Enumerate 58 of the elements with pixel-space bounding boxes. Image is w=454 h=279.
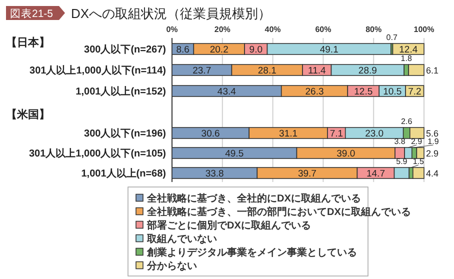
data-label: 39.7	[298, 168, 316, 180]
legend-label: 創業よりデジタル事業をメイン事業としている	[146, 246, 357, 258]
y-tick-label: 301人以上1,000人以下(n=114)	[30, 64, 166, 76]
legend-label: 全社戦略に基づき、全社的にDXに取組んでいる	[146, 192, 361, 204]
bar	[412, 167, 424, 179]
data-label: 11.4	[308, 66, 326, 76]
data-label: 2.9	[426, 148, 439, 158]
data-label: 12.4	[399, 44, 418, 56]
data-label: 1.9	[428, 137, 440, 146]
y-tick-label: 300人以下(n=267)	[84, 44, 166, 56]
y-tick-label: 1,001人以上(n=152)	[76, 86, 166, 98]
data-label: 31.1	[279, 128, 298, 140]
legend-label: 取組んでいない	[146, 232, 217, 245]
data-label: 20.2	[210, 44, 228, 56]
data-label: 7.2	[408, 86, 422, 98]
x-tick-label: 80%	[366, 25, 382, 34]
data-label: 12.5	[354, 86, 373, 98]
data-label: 9.0	[249, 44, 263, 56]
x-tick-label: 100%	[414, 25, 434, 34]
data-label: 3.8	[394, 137, 406, 146]
data-label: 2.9	[410, 137, 423, 146]
data-label: 39.0	[336, 148, 356, 160]
data-label: 5.9	[396, 157, 408, 166]
data-label: 28.9	[358, 66, 377, 76]
y-axis-title: 【日本】	[6, 36, 50, 49]
data-label: 7.1	[330, 128, 344, 140]
y-tick-label: 300人以下(n=196)	[84, 128, 166, 140]
data-label: 6.1	[426, 66, 439, 76]
data-label: 8.6	[176, 44, 190, 56]
y-axis-title: 【米国】	[6, 108, 50, 121]
x-tick-label: 60%	[315, 25, 332, 34]
data-label: 28.1	[258, 66, 276, 76]
data-label: 2.6	[401, 117, 413, 126]
data-label: 49.1	[320, 44, 338, 56]
data-label: 23.0	[365, 128, 384, 140]
data-label: 14.7	[366, 168, 385, 180]
legend-label: 全社戦略に基づき、一部の部門においてDXに取組んでいる	[146, 206, 411, 218]
data-label: 5.6	[426, 128, 439, 138]
y-tick-label: 301人以上1,000人以下(n=105)	[28, 148, 166, 160]
legend-label: 部署ごとに個別でDXに取組んでいる	[146, 219, 311, 232]
x-tick-label: 0%	[166, 25, 178, 34]
data-label: 33.8	[205, 168, 224, 180]
data-label: 4.4	[426, 168, 439, 178]
data-label: 23.7	[192, 66, 212, 76]
data-label: 30.6	[201, 128, 220, 140]
x-tick-label: 40%	[264, 25, 281, 34]
legend-label: 分からない	[146, 260, 197, 272]
data-label: 1.8	[400, 54, 412, 63]
data-label: 0.7	[386, 33, 398, 42]
data-label: 10.5	[383, 86, 402, 98]
data-label: 43.4	[217, 86, 236, 98]
data-label: 26.3	[305, 86, 324, 98]
x-tick-label: 20%	[214, 25, 230, 34]
data-label: 1.5	[412, 157, 425, 166]
chart-title: DXへの取組状況（従業員規模別）	[71, 6, 272, 21]
data-label: 49.5	[225, 148, 244, 160]
text: 図表21-5	[10, 7, 54, 20]
y-tick-label: 1,001人以上(n=68)	[81, 168, 166, 180]
